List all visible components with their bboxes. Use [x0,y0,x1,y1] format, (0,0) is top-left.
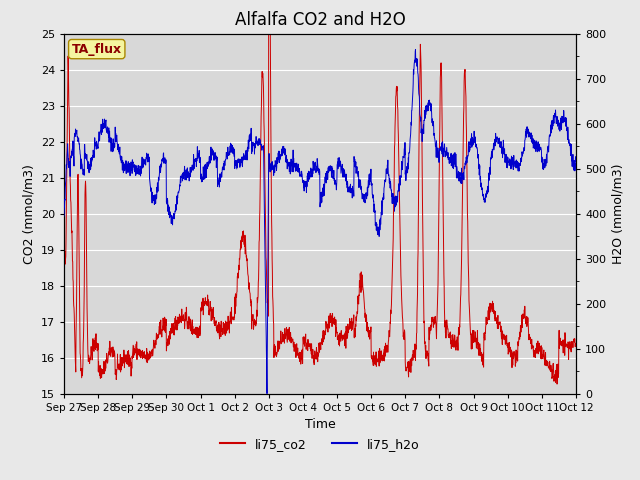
Y-axis label: CO2 (mmol/m3): CO2 (mmol/m3) [22,164,35,264]
X-axis label: Time: Time [305,418,335,431]
Title: Alfalfa CO2 and H2O: Alfalfa CO2 and H2O [235,11,405,29]
Legend: li75_co2, li75_h2o: li75_co2, li75_h2o [215,433,425,456]
Text: TA_flux: TA_flux [72,43,122,56]
Y-axis label: H2O (mmol/m3): H2O (mmol/m3) [612,163,625,264]
